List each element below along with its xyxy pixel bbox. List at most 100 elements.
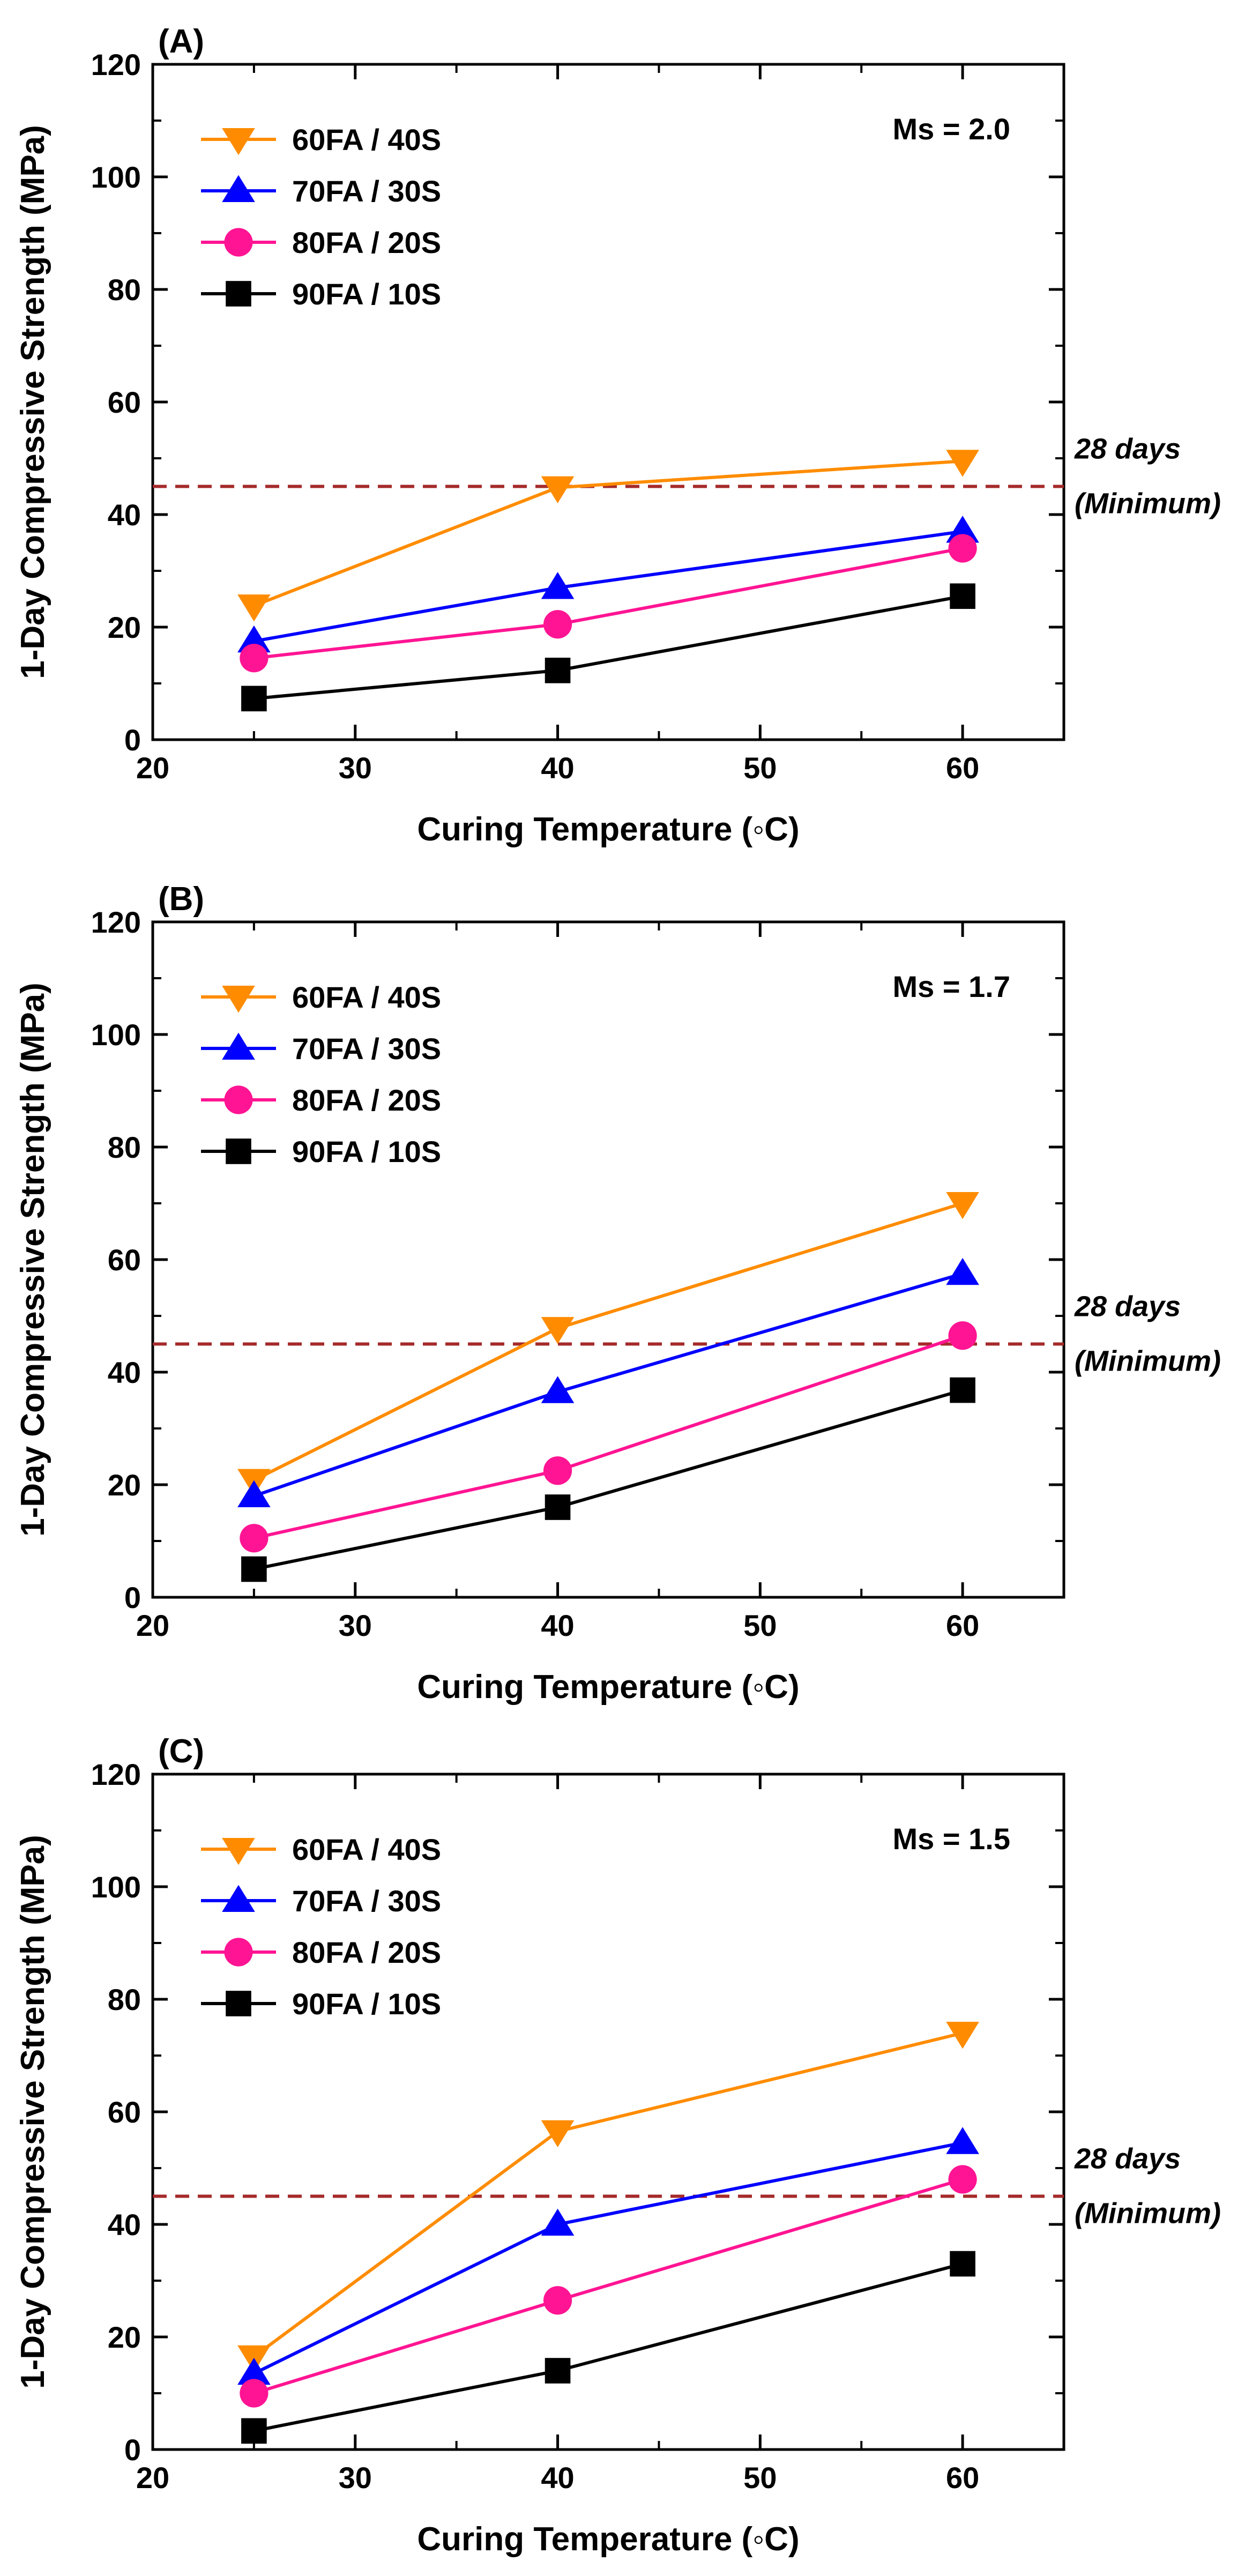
- series-line-1: [254, 530, 963, 643]
- data-point: [948, 534, 977, 563]
- plot-frame: [151, 63, 1065, 741]
- data-point: [241, 1556, 267, 1582]
- data-point: [240, 644, 269, 673]
- x-axis-title: Curing Temperature (◦C): [417, 2521, 799, 2558]
- x-tick-label: 40: [541, 1609, 574, 1642]
- legend-entry: 80FA / 20S: [292, 226, 441, 259]
- data-point: [241, 2418, 267, 2444]
- legend-entry: 60FA / 40S: [292, 1833, 441, 1866]
- y-tick-label: 80: [108, 1983, 141, 2016]
- legend-entry: 90FA / 10S: [292, 1987, 441, 2021]
- panel-label: (C): [158, 1733, 204, 1770]
- reference-label-line2: (Minimum): [1075, 2198, 1221, 2230]
- y-tick-label: 40: [108, 498, 141, 532]
- plot-frame: [151, 1773, 1065, 2451]
- panel-label: (B): [158, 881, 204, 918]
- y-tick-label: 20: [108, 611, 141, 644]
- data-point: [543, 1456, 572, 1485]
- x-tick-label: 60: [946, 751, 979, 785]
- data-point: [237, 625, 271, 653]
- data-point: [237, 594, 271, 622]
- x-tick-label: 50: [743, 2461, 777, 2495]
- x-axis-title: Curing Temperature (◦C): [417, 1669, 799, 1706]
- data-point: [946, 2022, 979, 2049]
- x-tick-label: 40: [541, 751, 574, 785]
- legend-marker: [226, 1991, 251, 2016]
- ms-annotation: Ms = 1.7: [893, 970, 1010, 1003]
- reference-label-line1: 28 days: [1074, 1291, 1181, 1323]
- ms-annotation: Ms = 2.0: [893, 112, 1010, 146]
- legend-marker: [222, 128, 255, 155]
- x-axis-title: Curing Temperature (◦C): [417, 811, 799, 848]
- legend-entry: 60FA / 40S: [292, 123, 441, 157]
- data-point: [541, 2208, 575, 2236]
- legend-marker: [224, 228, 253, 257]
- data-point: [946, 516, 979, 543]
- data-point: [541, 1376, 575, 1403]
- x-tick-label: 30: [339, 2461, 372, 2495]
- x-tick-label: 50: [743, 751, 777, 785]
- reference-label-line1: 28 days: [1074, 2143, 1181, 2175]
- data-point: [543, 610, 572, 639]
- data-point: [543, 2286, 572, 2315]
- x-tick-label: 20: [136, 751, 169, 785]
- legend-entry: 80FA / 20S: [292, 1083, 441, 1117]
- y-tick-label: 100: [91, 160, 141, 194]
- y-tick-label: 40: [108, 1356, 141, 1389]
- series-line-0: [253, 459, 963, 607]
- y-tick-label: 0: [124, 723, 141, 757]
- legend-marker: [226, 1138, 251, 1164]
- y-tick-label: 20: [108, 2320, 141, 2354]
- x-tick-label: 60: [946, 1609, 979, 1642]
- data-point: [241, 686, 267, 712]
- series-line-3: [254, 2262, 963, 2433]
- reference-label-line2: (Minimum): [1075, 1345, 1221, 1378]
- legend-marker: [222, 1838, 255, 1865]
- reference-label-line2: (Minimum): [1075, 488, 1221, 520]
- panel-label: (A): [158, 23, 204, 60]
- data-point: [948, 2165, 977, 2194]
- data-point: [541, 572, 575, 599]
- legend-entry: 70FA / 30S: [292, 1884, 441, 1918]
- data-point: [541, 1317, 575, 1344]
- data-point: [946, 2127, 979, 2154]
- data-point: [948, 1321, 977, 1350]
- x-tick-label: 50: [743, 1609, 777, 1642]
- x-tick-label: 40: [541, 2461, 574, 2495]
- legend-entry: 70FA / 30S: [292, 1032, 441, 1066]
- data-point: [240, 1524, 269, 1553]
- series-line-1: [253, 2141, 963, 2375]
- legend-marker: [224, 1085, 253, 1114]
- x-tick-label: 60: [946, 2461, 979, 2495]
- y-tick-label: 60: [108, 1243, 141, 1277]
- y-tick-label: 120: [91, 905, 141, 939]
- plot-frame: [151, 920, 1065, 1599]
- series-line-2: [254, 1334, 964, 1540]
- legend-marker: [222, 1032, 255, 1060]
- x-tick-label: 30: [339, 1609, 372, 1642]
- data-point: [237, 2357, 271, 2385]
- data-point: [946, 1257, 979, 1285]
- legend-marker: [224, 1938, 253, 1967]
- data-point: [237, 1480, 271, 1507]
- legend-entry: 90FA / 10S: [292, 1135, 441, 1168]
- y-axis-title: 1-Day Compressive Strength (MPa): [14, 125, 51, 679]
- legend-entry: 70FA / 30S: [292, 174, 441, 208]
- y-tick-label: 40: [108, 2208, 141, 2242]
- legend-marker: [222, 175, 255, 202]
- series-line-1: [253, 1272, 963, 1498]
- data-point: [946, 450, 979, 477]
- legend-marker: [222, 986, 255, 1013]
- legend-entry: 90FA / 10S: [292, 277, 441, 311]
- data-point: [240, 2379, 269, 2408]
- y-tick-label: 100: [91, 1870, 141, 1904]
- data-point: [950, 583, 975, 609]
- legend-marker: [222, 1885, 255, 1912]
- legend-marker: [226, 281, 251, 307]
- y-tick-label: 0: [124, 1581, 141, 1614]
- series-line-2: [254, 2178, 963, 2395]
- y-axis-title: 1-Day Compressive Strength (MPa): [14, 1835, 51, 2389]
